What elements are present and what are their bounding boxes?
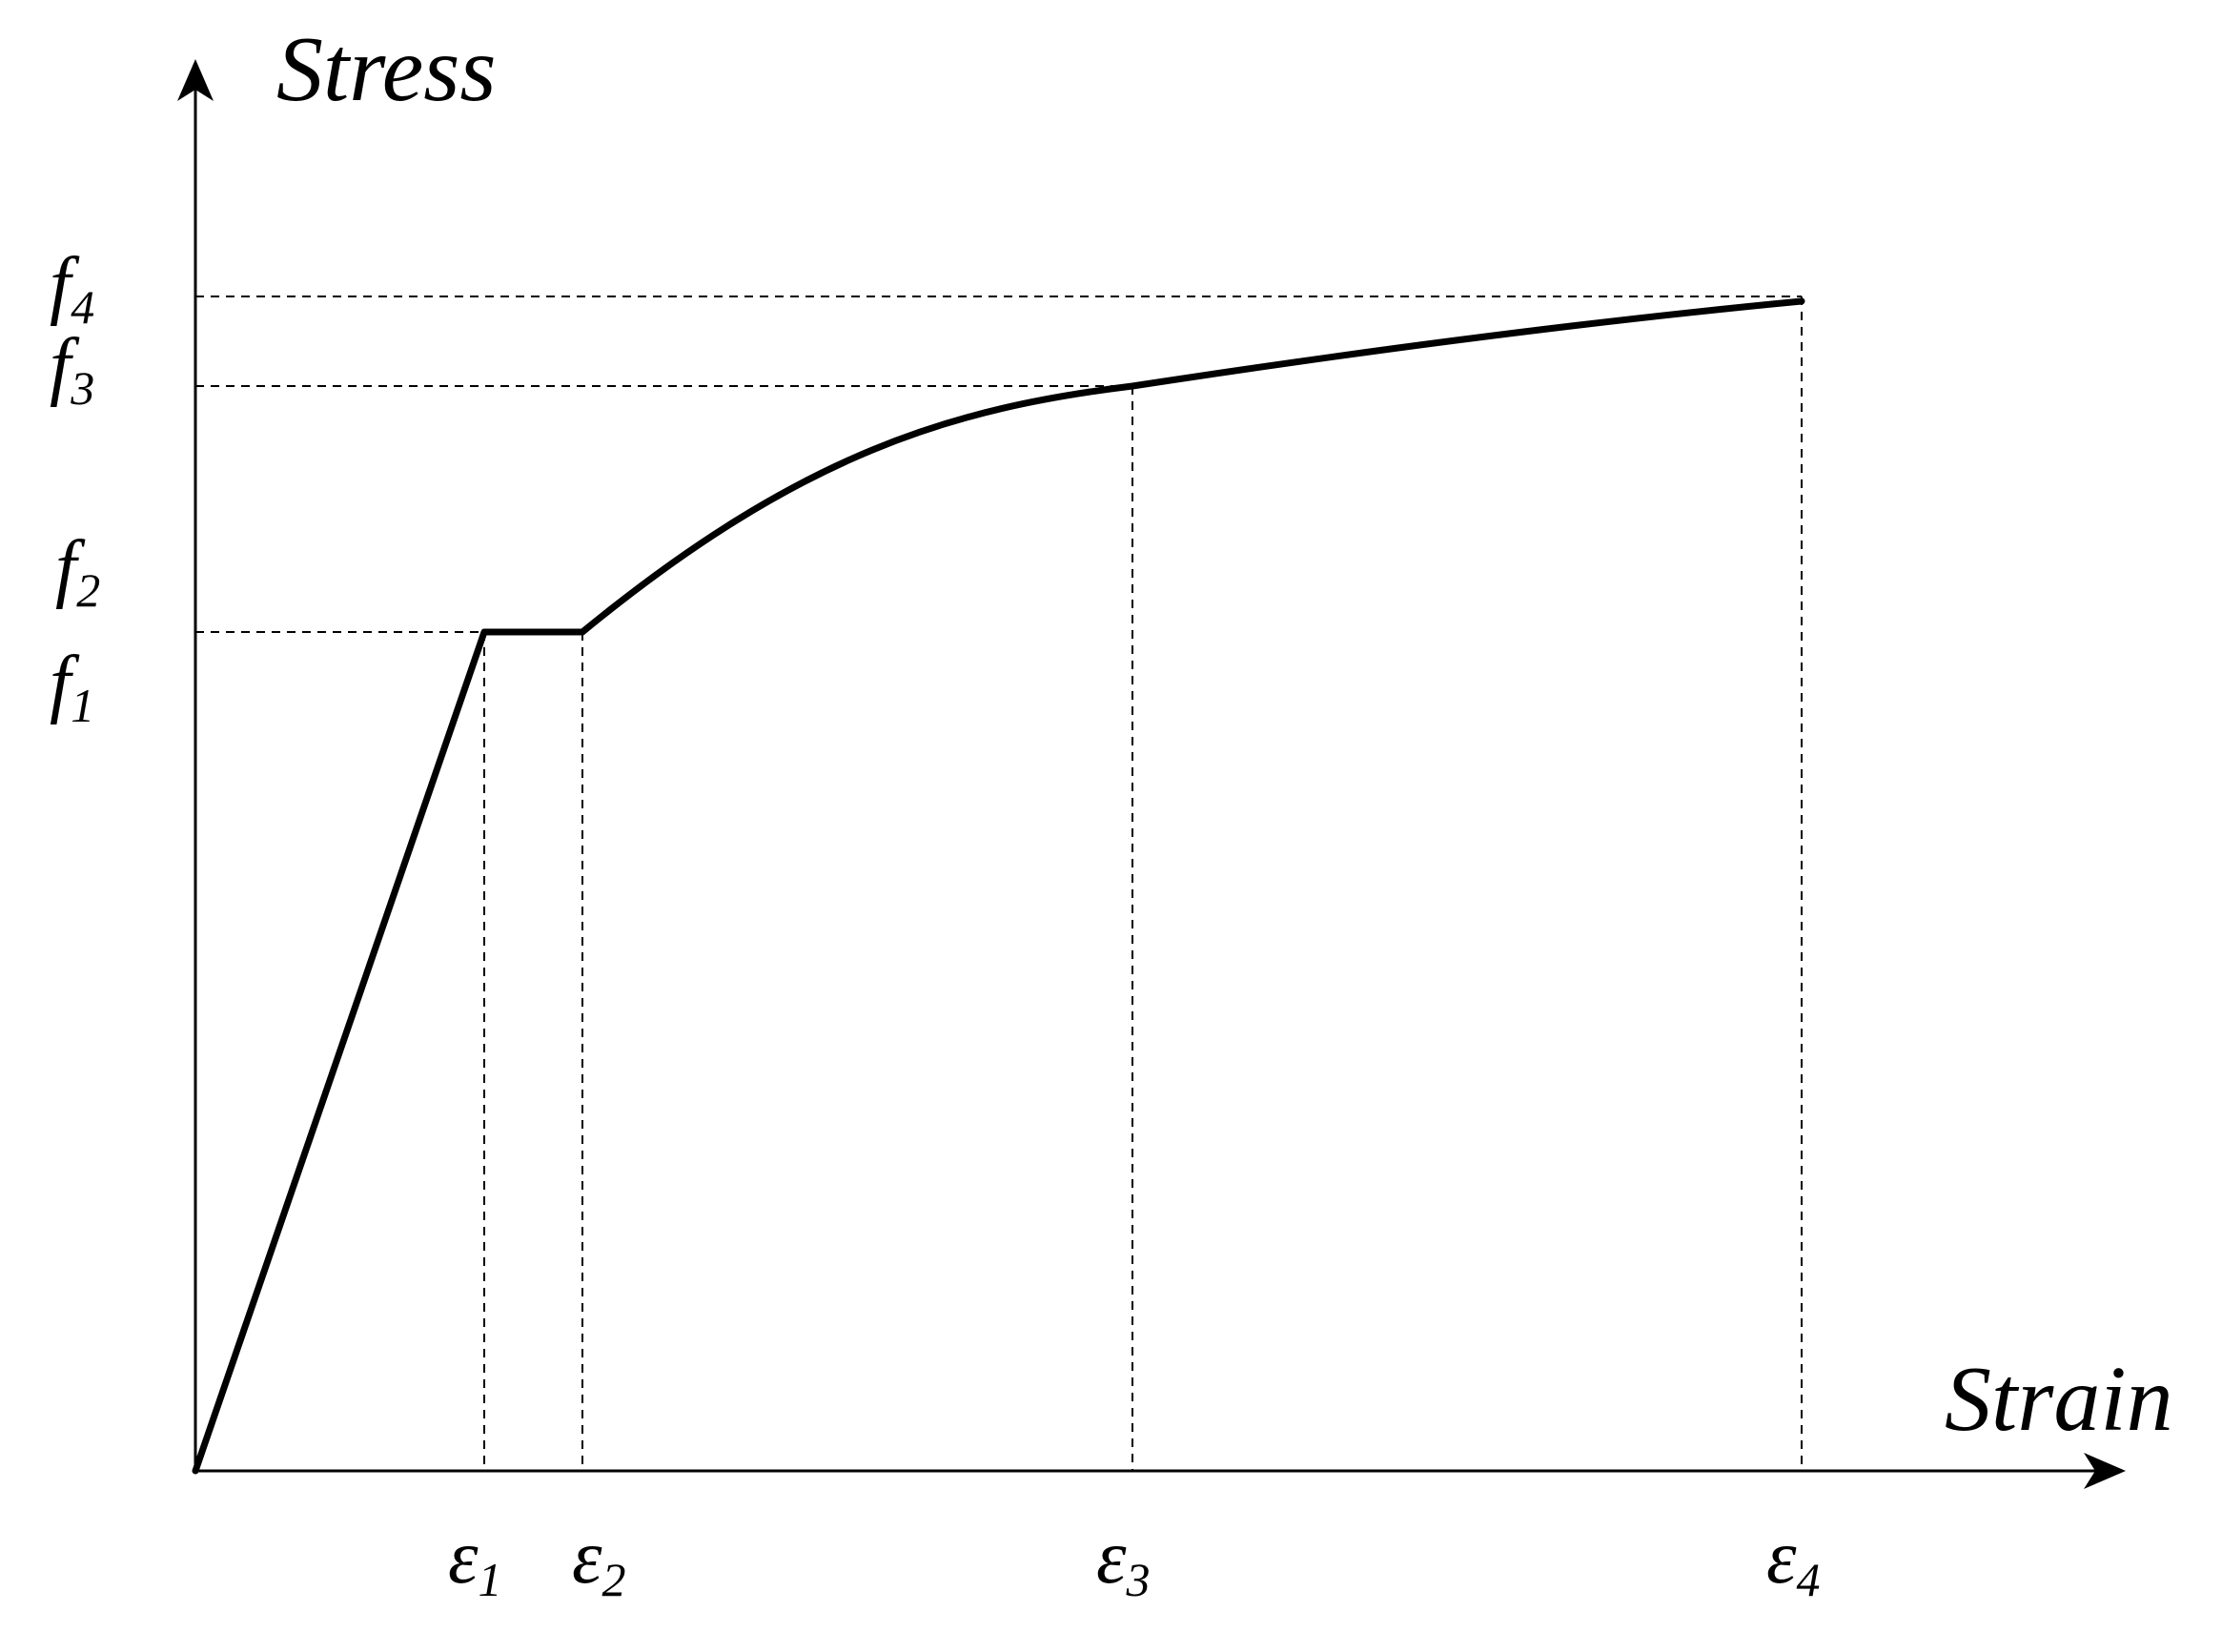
strain-label-e1-symbol: ε: [448, 1516, 479, 1600]
guide-lines: [195, 296, 1803, 1471]
strain-label-e1: ε1: [448, 1516, 502, 1606]
strain-label-e3-symbol: ε: [1096, 1516, 1127, 1600]
stress-label-f3: f3: [50, 324, 94, 415]
stress-label-f4-subscript: 4: [71, 280, 94, 334]
stress-label-f1-subscript: 1: [71, 679, 94, 732]
x-axis-arrowhead: [2084, 1453, 2126, 1489]
strain-label-e4-symbol: ε: [1766, 1516, 1797, 1600]
x-axis-title: Strain: [1945, 1348, 2173, 1451]
strain-label-e1-subscript: 1: [479, 1553, 502, 1606]
strain-label-e4: ε4: [1766, 1516, 1821, 1606]
stress-label-f3-subscript: 3: [70, 361, 94, 415]
strain-label-e4-subscript: 4: [1797, 1553, 1821, 1606]
strain-label-e3-subscript: 3: [1126, 1553, 1151, 1606]
stress-label-f2-subscript: 2: [76, 563, 100, 617]
axes: [177, 59, 2126, 1489]
y-axis-title: Stress: [276, 18, 497, 121]
y-axis-arrowhead: [177, 59, 214, 101]
strain-label-e2-symbol: ε: [572, 1516, 602, 1600]
strain-label-e2: ε2: [572, 1516, 626, 1606]
stress-strain-curve: [192, 297, 1805, 1475]
strain-label-e2-subscript: 2: [602, 1553, 626, 1606]
stress-label-f1: f1: [50, 642, 94, 732]
stress-label-f2: f2: [55, 526, 100, 617]
strain-label-e3: ε3: [1096, 1516, 1151, 1606]
stress-label-f4: f4: [50, 243, 94, 334]
